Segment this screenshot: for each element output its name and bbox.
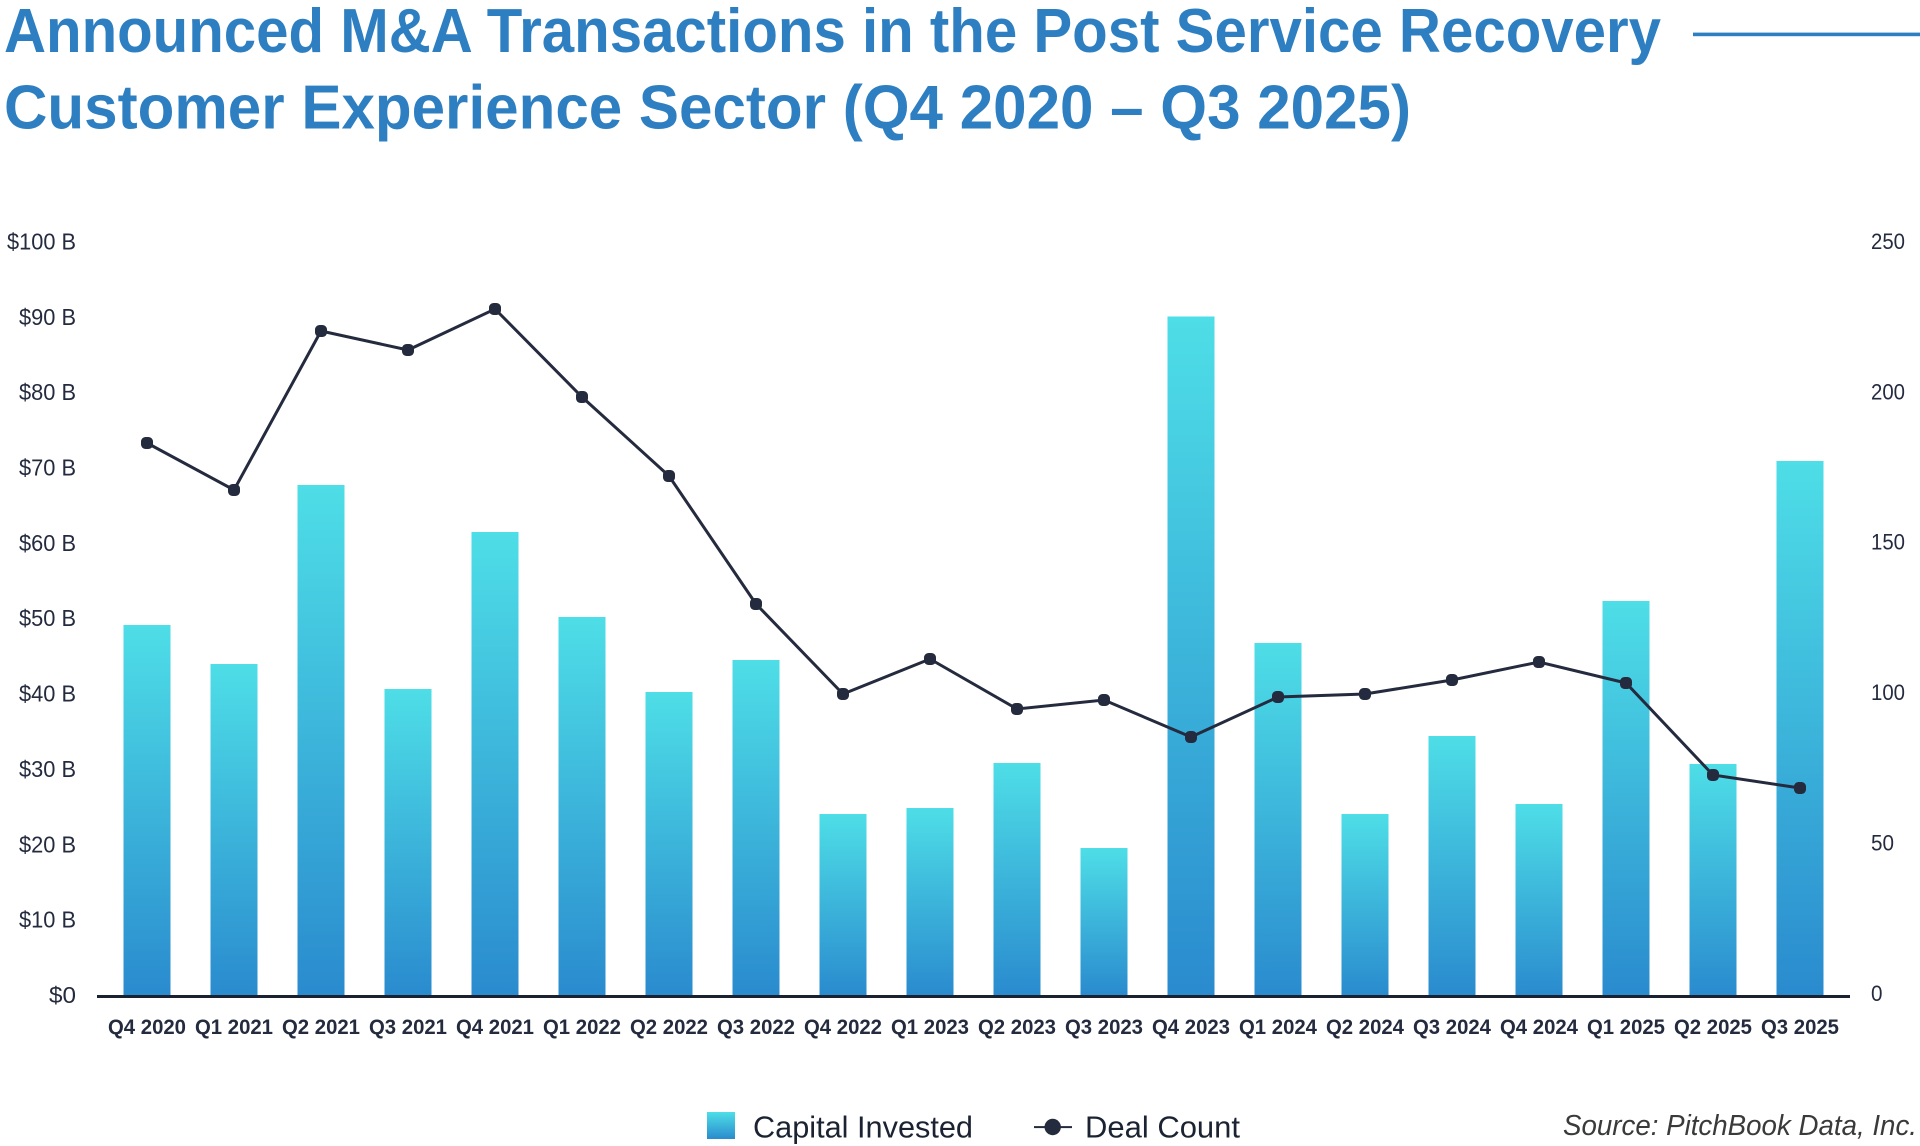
svg-text:Q1 2024: Q1 2024 <box>1239 1016 1317 1039</box>
svg-text:$10 B: $10 B <box>19 907 76 933</box>
svg-text:Q2 2021: Q2 2021 <box>282 1016 360 1039</box>
svg-text:Q3 2023: Q3 2023 <box>1065 1016 1143 1039</box>
svg-text:$20 B: $20 B <box>19 831 76 857</box>
svg-text:Q4 2023: Q4 2023 <box>1152 1016 1230 1039</box>
svg-text:Q1 2025: Q1 2025 <box>1587 1016 1665 1039</box>
svg-text:Customer Experience Sector (Q4: Customer Experience Sector (Q4 2020 – Q3… <box>4 74 1411 143</box>
svg-text:150: 150 <box>1871 530 1905 555</box>
svg-text:Announced M&A Transactions in: Announced M&A Transactions in the Post S… <box>4 0 1661 66</box>
svg-text:Q3 2025: Q3 2025 <box>1761 1016 1839 1039</box>
svg-text:Deal Count: Deal Count <box>1085 1110 1240 1145</box>
svg-text:Q4 2021: Q4 2021 <box>456 1016 534 1039</box>
svg-text:$70 B: $70 B <box>19 455 76 481</box>
svg-text:Q3 2021: Q3 2021 <box>369 1016 447 1039</box>
svg-text:$40 B: $40 B <box>19 681 76 707</box>
svg-text:$0: $0 <box>49 982 76 1008</box>
svg-text:$100 B: $100 B <box>7 228 76 254</box>
svg-text:Q2 2024: Q2 2024 <box>1326 1016 1404 1039</box>
svg-text:Q2 2025: Q2 2025 <box>1674 1016 1752 1039</box>
svg-text:$50 B: $50 B <box>19 605 76 631</box>
svg-text:$80 B: $80 B <box>19 379 76 405</box>
svg-text:Q3 2024: Q3 2024 <box>1413 1016 1491 1039</box>
svg-text:50: 50 <box>1871 831 1894 856</box>
svg-text:Q1 2023: Q1 2023 <box>891 1016 969 1039</box>
svg-text:0: 0 <box>1871 981 1883 1006</box>
svg-text:Q1 2022: Q1 2022 <box>543 1016 621 1039</box>
svg-text:Q4 2022: Q4 2022 <box>804 1016 882 1039</box>
svg-text:Q4 2024: Q4 2024 <box>1500 1016 1578 1039</box>
svg-text:Source: PitchBook Data, Inc.: Source: PitchBook Data, Inc. <box>1563 1110 1917 1142</box>
svg-text:Q4 2020: Q4 2020 <box>108 1016 186 1039</box>
svg-text:Q1 2021: Q1 2021 <box>195 1016 273 1039</box>
svg-text:$30 B: $30 B <box>19 756 76 782</box>
svg-text:Q2 2023: Q2 2023 <box>978 1016 1056 1039</box>
svg-text:$60 B: $60 B <box>19 530 76 556</box>
svg-text:100: 100 <box>1871 680 1905 705</box>
svg-text:200: 200 <box>1871 379 1905 404</box>
svg-text:$90 B: $90 B <box>19 304 76 330</box>
svg-text:Q3 2022: Q3 2022 <box>717 1016 795 1039</box>
svg-text:250: 250 <box>1871 229 1905 254</box>
svg-text:Capital Invested: Capital Invested <box>753 1110 973 1145</box>
svg-text:Q2 2022: Q2 2022 <box>630 1016 708 1039</box>
